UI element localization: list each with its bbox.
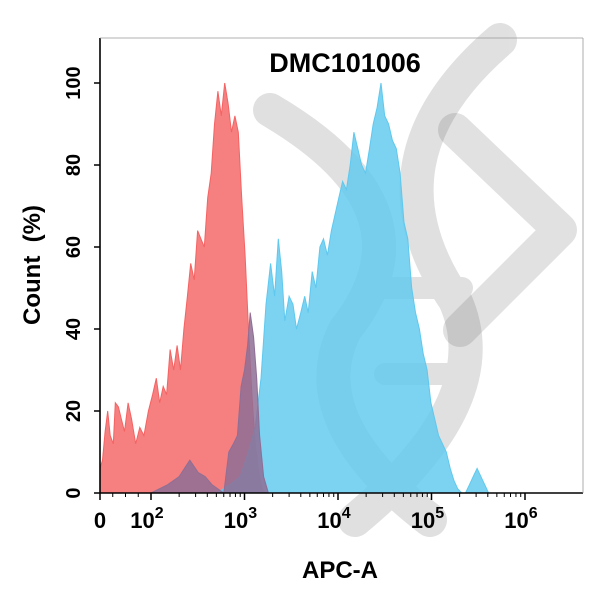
y-tick-label: 100 <box>63 66 85 99</box>
x-tick-label: 106 <box>504 505 537 533</box>
y-axis-label: Count (%) <box>19 205 46 325</box>
y-tick-label: 0 <box>63 487 85 498</box>
y-tick-label: 40 <box>63 318 85 340</box>
plot-area <box>99 82 516 494</box>
y-tick-label: 60 <box>63 236 85 258</box>
x-axis-label: APC-A <box>302 557 378 584</box>
histogram-series-2 <box>100 82 516 494</box>
histogram-series-1 <box>99 82 268 494</box>
x-tick-label: 103 <box>224 505 257 533</box>
watermark-chevron <box>438 113 577 347</box>
chart-title: DMC101006 <box>269 48 421 78</box>
histogram-series-3 <box>100 312 270 494</box>
x-tick-label: 102 <box>130 505 163 533</box>
y-tick-label: 80 <box>63 154 85 176</box>
x-tick-label: 0 <box>94 508 106 533</box>
y-tick-label: 20 <box>63 400 85 422</box>
